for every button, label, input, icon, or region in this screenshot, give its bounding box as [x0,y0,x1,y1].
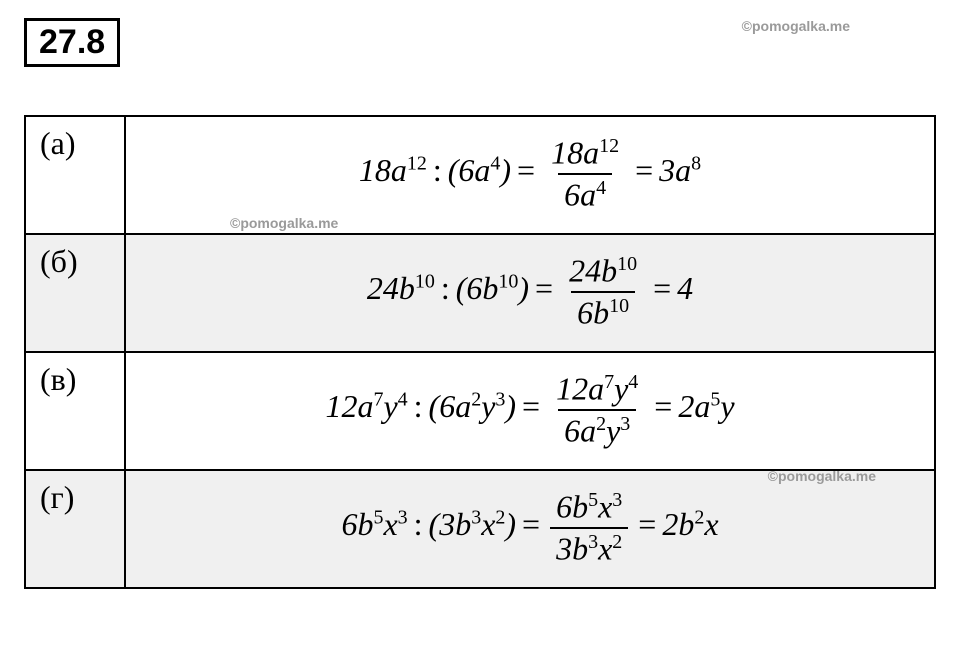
row-equation: 12a7y4:(6a2y3)=12a7y46a2y3=2a5y [125,352,935,470]
table-row: (а) 18a12:(6a4)=18a126a4=3a8 [25,116,935,234]
row-label: (б) [25,234,125,352]
watermark-bottom: ©pomogalka.me [768,468,876,484]
watermark-mid: ©pomogalka.me [230,215,338,231]
table-row: (г) 6b5x3:(3b3x2)=6b5x33b3x2=2b2x [25,470,935,588]
table-row: (б) 24b10:(6b10)=24b106b10=4 [25,234,935,352]
watermark-top: ©pomogalka.me [742,18,850,34]
solutions-table: (а) 18a12:(6a4)=18a126a4=3a8 (б) 24b10:(… [24,115,936,589]
table-row: (в) 12a7y4:(6a2y3)=12a7y46a2y3=2a5y [25,352,935,470]
row-equation: 6b5x3:(3b3x2)=6b5x33b3x2=2b2x [125,470,935,588]
row-label: (в) [25,352,125,470]
row-label: (а) [25,116,125,234]
row-label: (г) [25,470,125,588]
row-equation: 24b10:(6b10)=24b106b10=4 [125,234,935,352]
problem-number: 27.8 [24,18,120,67]
